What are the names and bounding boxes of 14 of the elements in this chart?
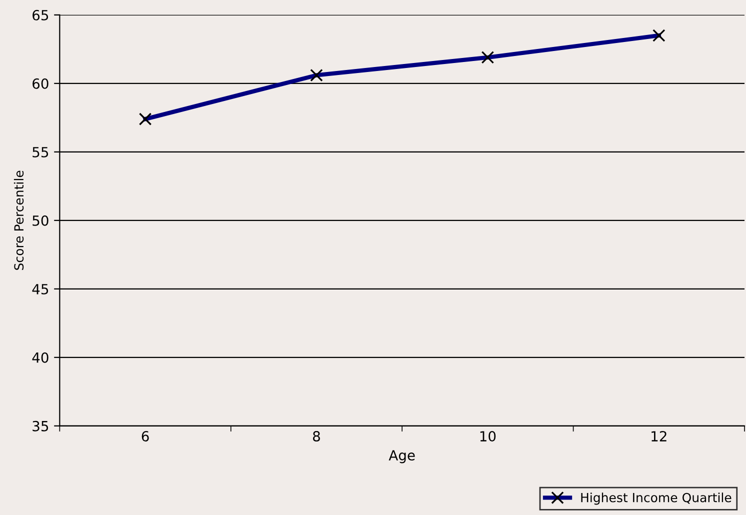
x-tick-label: 6: [142, 431, 149, 442]
y-tick-label: 65: [32, 10, 48, 20]
y-tick-label: 40: [32, 352, 48, 363]
legend-label: Highest Income Quartile: [581, 492, 732, 505]
x-tick-label: 8: [313, 431, 320, 442]
x-axis-title: Age: [388, 450, 415, 464]
y-tick-label: 35: [32, 420, 48, 432]
y-axis-title: Score Percentile: [14, 170, 24, 270]
y-tick-label: 60: [32, 78, 48, 89]
x-tick-label: 12: [652, 431, 666, 442]
x-tick-label: 10: [480, 431, 496, 442]
y-tick-label: 45: [32, 284, 48, 294]
y-tick-label: 55: [32, 147, 48, 158]
y-tick-label: 50: [32, 215, 48, 226]
